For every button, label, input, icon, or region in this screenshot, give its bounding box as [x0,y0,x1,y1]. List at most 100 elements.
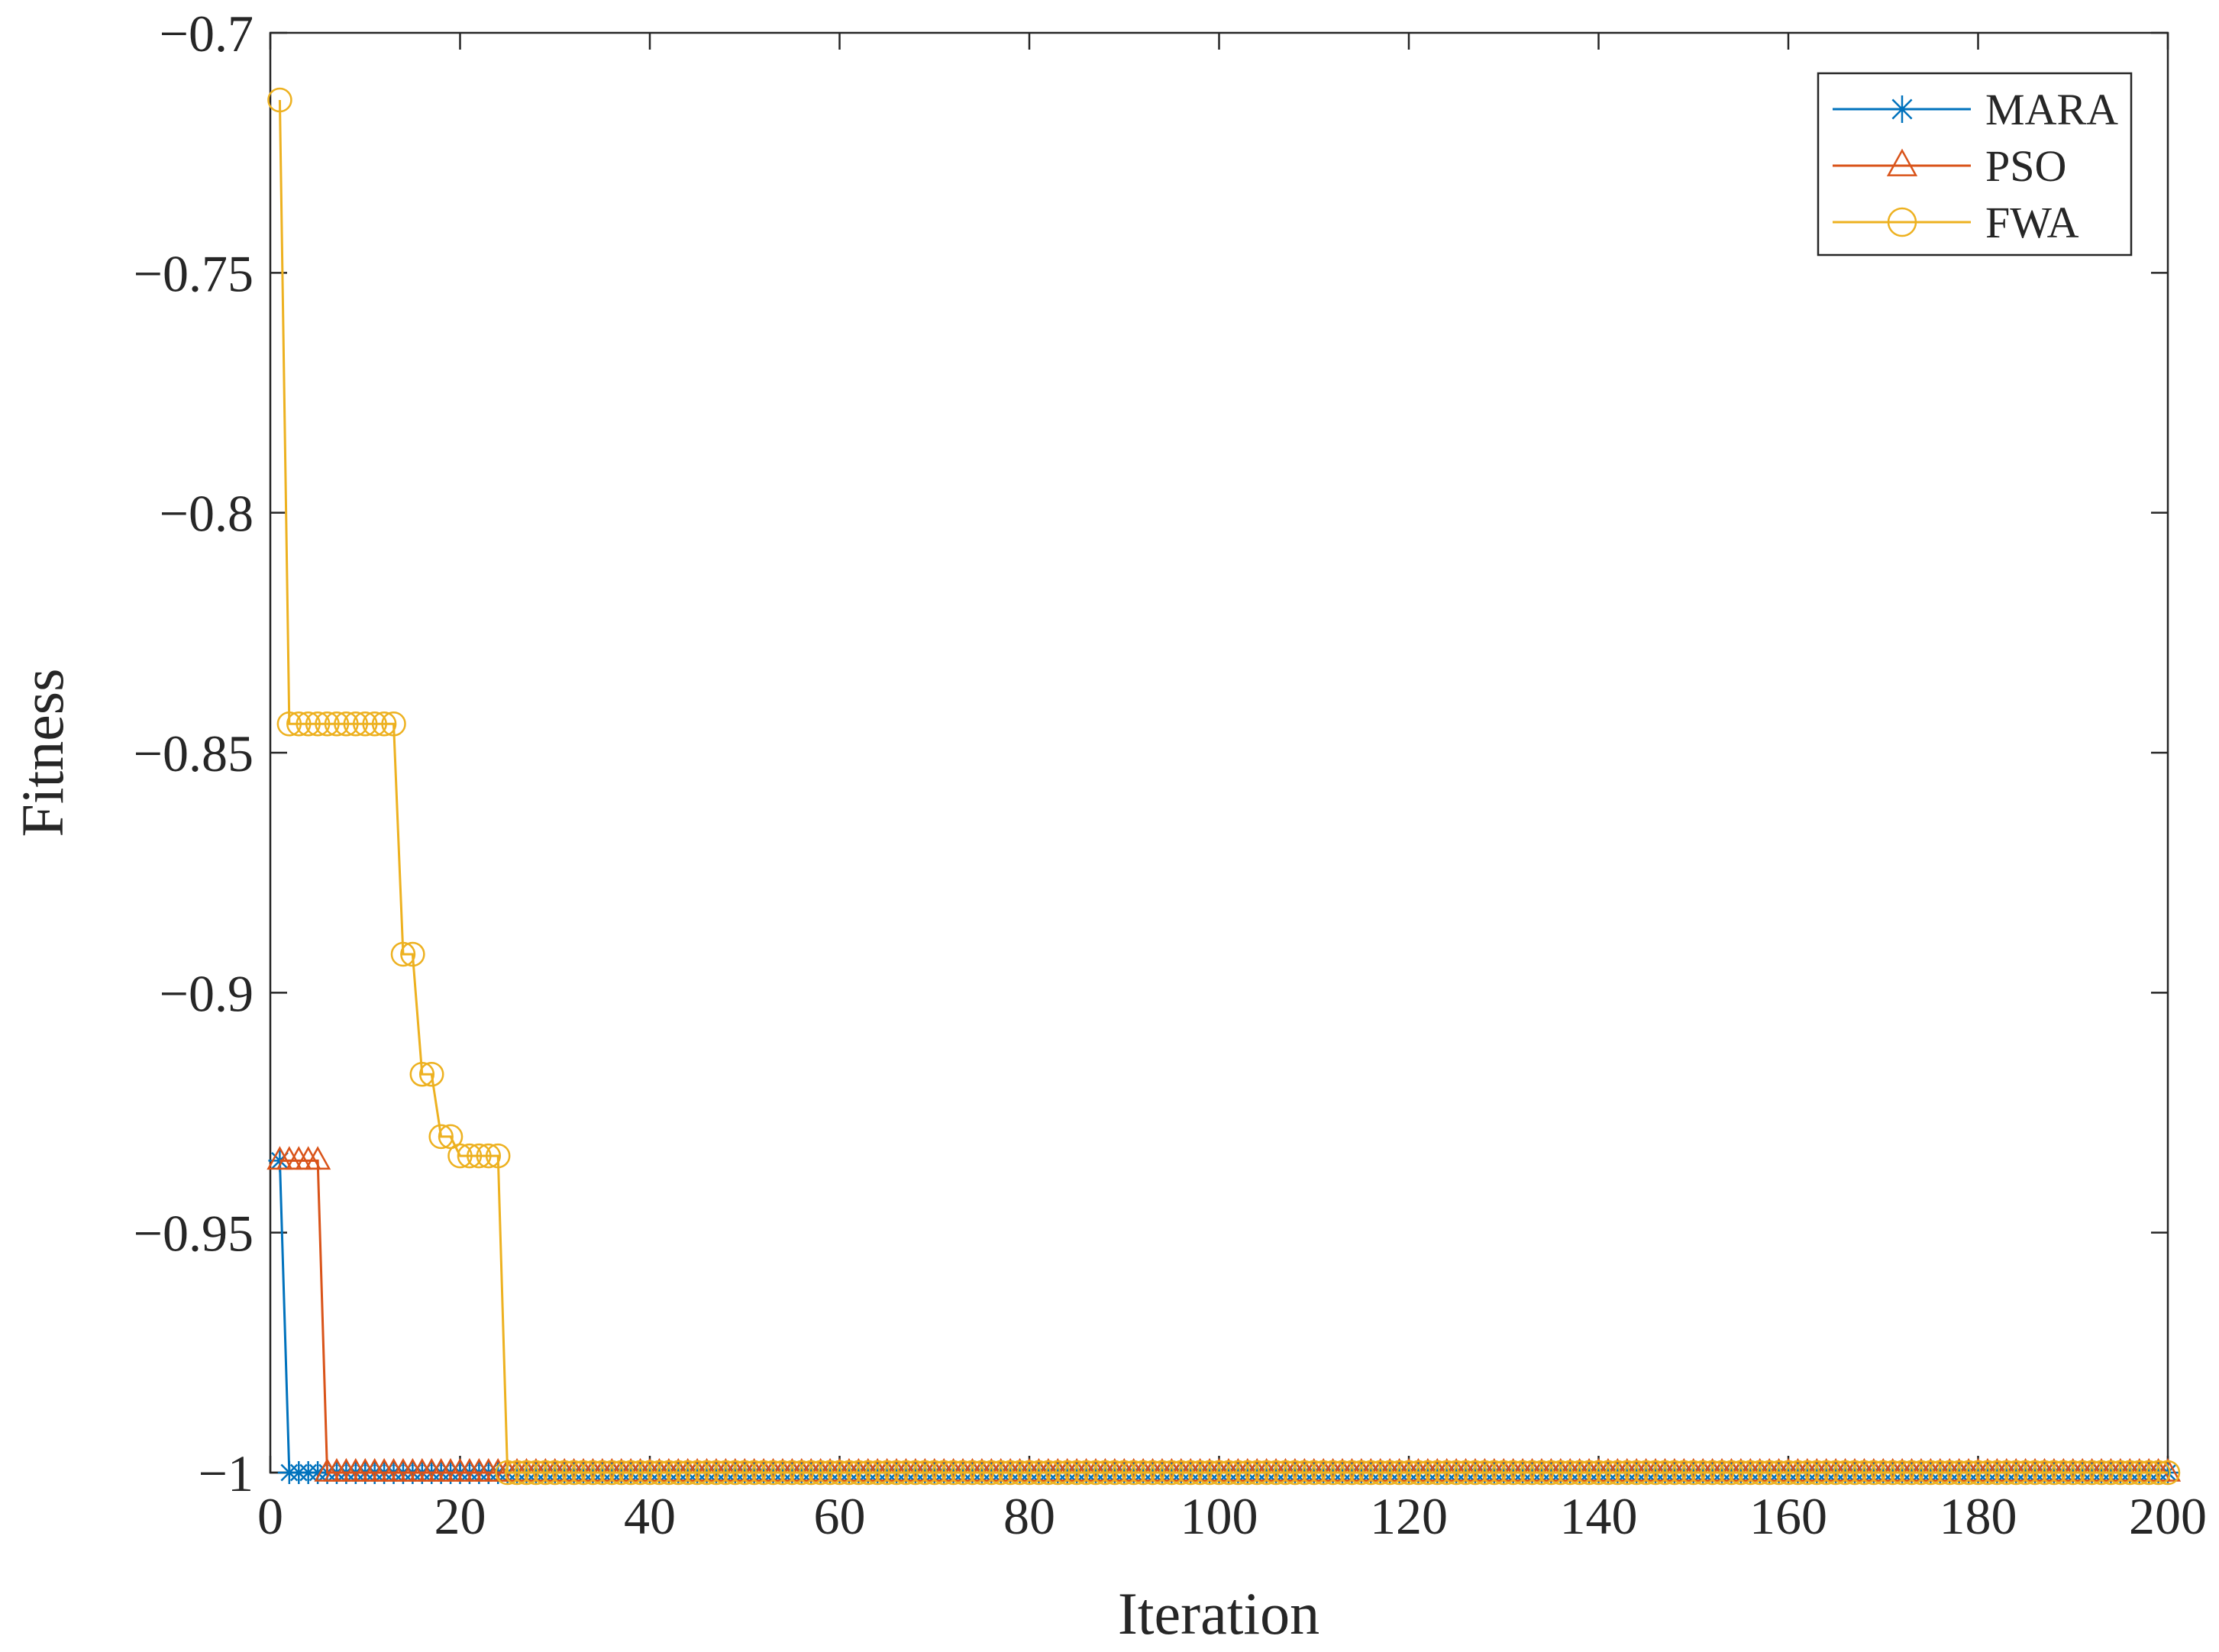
marker [997,1460,1023,1486]
marker [2146,1460,2171,1486]
marker [1747,1460,1772,1486]
series [266,1146,2182,1482]
marker [1946,1460,1972,1486]
marker [789,1460,815,1486]
marker [1140,1460,1165,1486]
marker [296,711,321,737]
marker [1026,1460,1051,1486]
x-tick-label: 140 [1560,1487,1638,1545]
marker [1529,1460,1555,1486]
marker [761,1460,786,1486]
marker [1852,1460,1877,1486]
marker [2154,1457,2182,1482]
marker [1102,1460,1128,1486]
marker [694,1460,719,1486]
marker [504,1460,530,1486]
marker [656,1460,682,1486]
marker [1823,1460,1849,1486]
marker [476,1143,502,1169]
series-line [279,1159,2168,1474]
marker [1396,1460,1422,1486]
marker [722,1460,748,1486]
marker [1481,1460,1507,1486]
marker [1719,1460,1744,1486]
legend: MARA PSO FWA [1817,72,2133,257]
marker [931,1460,957,1486]
marker [267,87,292,113]
marker [912,1460,938,1486]
marker [467,1143,492,1169]
marker [533,1460,558,1486]
marker [1690,1460,1716,1486]
legend-marker [1886,148,1918,176]
marker [1642,1460,1668,1486]
marker [1709,1460,1735,1486]
legend-marker [1888,95,1916,123]
marker [447,1143,473,1169]
x-tick-label: 100 [1181,1487,1258,1545]
marker [2088,1460,2114,1486]
marker [1785,1460,1810,1486]
marker [941,1460,966,1486]
marker [1595,1460,1621,1486]
marker [495,1460,520,1486]
marker [1083,1460,1109,1486]
marker [1842,1460,1868,1486]
marker [1539,1460,1564,1486]
marker [2022,1460,2048,1486]
marker [1586,1460,1611,1486]
marker [1387,1460,1412,1486]
marker [922,1460,948,1486]
marker [1576,1460,1602,1486]
x-tick-label: 0 [257,1487,283,1545]
marker [2051,1460,2076,1486]
marker [381,711,406,737]
marker [1814,1460,1839,1486]
marker [1662,1460,1688,1486]
marker [1804,1460,1830,1486]
marker [305,1146,331,1170]
marker [1672,1460,1697,1486]
marker [428,1124,454,1150]
marker [1349,1460,1374,1486]
marker [1633,1460,1659,1486]
marker [1310,1460,1336,1486]
marker [1994,1460,2020,1486]
marker [276,711,302,737]
marker [409,1062,435,1087]
marker [874,1460,900,1486]
marker [1406,1460,1431,1486]
marker [1985,1460,2010,1486]
marker [561,1460,586,1486]
marker [1738,1460,1763,1486]
marker [1301,1460,1327,1486]
marker [666,1460,691,1486]
marker [893,1460,919,1486]
marker [846,1460,871,1486]
y-axis-label: Fitness [9,668,76,837]
marker [703,1460,729,1486]
marker [2117,1460,2143,1486]
marker [1206,1460,1232,1486]
marker [315,711,340,737]
marker [400,941,425,967]
x-axis-label: Iteration [1118,1580,1319,1647]
marker [1728,1460,1754,1486]
marker [713,1460,738,1486]
x-tick-label: 160 [1749,1487,1827,1545]
series-line [278,1160,2168,1474]
marker [1794,1460,1820,1486]
marker [864,1460,890,1486]
marker [1700,1460,1725,1486]
marker [514,1460,539,1486]
marker [1282,1460,1308,1486]
legend-label: FWA [1985,198,2079,247]
marker [1614,1460,1640,1486]
marker [770,1460,796,1486]
marker [827,1460,852,1486]
marker [1045,1460,1071,1486]
marker [418,1062,444,1087]
x-tick-label: 20 [434,1487,486,1545]
legend-marker [1887,207,1917,237]
